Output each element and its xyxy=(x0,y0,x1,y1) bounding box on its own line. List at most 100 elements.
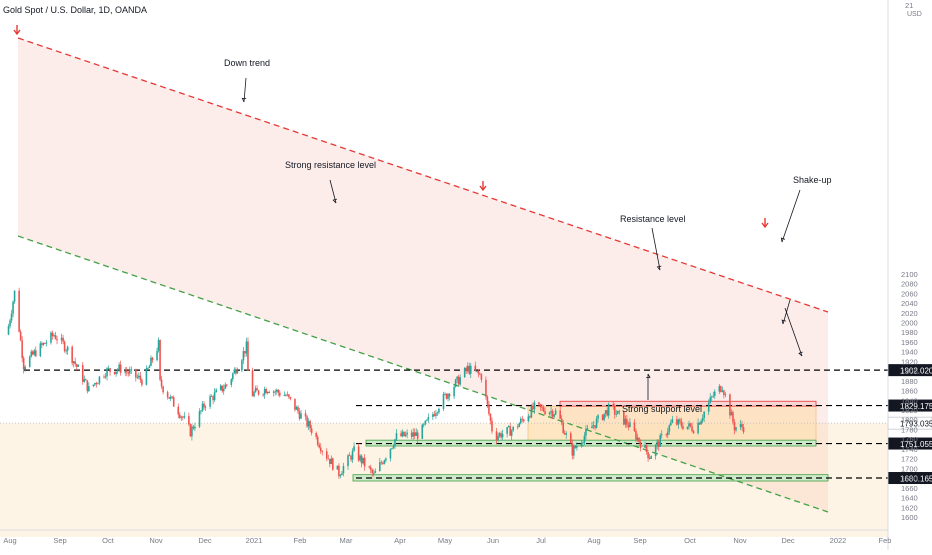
peak-marker-jun-2021-head xyxy=(479,185,487,192)
candle-body xyxy=(550,411,552,413)
projected-path-arrow-head xyxy=(798,351,803,357)
y-tick-label: 2020 xyxy=(901,309,918,318)
candle-body xyxy=(606,410,608,416)
candle-body xyxy=(31,351,34,355)
candle-body xyxy=(544,411,546,415)
x-tick-label: Sep xyxy=(633,536,646,545)
candle-body xyxy=(362,457,364,464)
candle-body xyxy=(647,452,649,459)
y-tick-label: 1800 xyxy=(901,416,918,425)
candle-body xyxy=(626,418,628,425)
candle-body xyxy=(34,350,37,357)
candle-body xyxy=(635,431,637,440)
candle-body xyxy=(232,373,234,380)
candle-body xyxy=(582,442,584,444)
zones-layer xyxy=(0,38,888,537)
candle-body xyxy=(309,421,311,429)
peak-marker-nov-2021-head xyxy=(761,222,769,229)
candle-body xyxy=(97,383,99,385)
candle-body xyxy=(236,370,239,374)
candle-body xyxy=(541,407,543,408)
down-trend-arrow xyxy=(243,77,247,103)
candle-body xyxy=(374,471,377,473)
candle-body xyxy=(698,422,701,425)
candle-body xyxy=(28,356,31,367)
x-tick-label: Mar xyxy=(340,536,353,545)
candle-body xyxy=(285,395,287,397)
candle-body xyxy=(679,419,681,422)
candle-body xyxy=(436,412,439,414)
candle-body xyxy=(160,379,163,387)
candle-body xyxy=(448,393,451,397)
candle-body xyxy=(657,441,660,447)
candle-body xyxy=(551,411,554,417)
candle-body xyxy=(586,428,589,429)
candle-body xyxy=(497,436,499,440)
candle-body xyxy=(383,460,386,464)
candle-body xyxy=(519,418,522,424)
candle-body xyxy=(139,375,142,380)
candle-body xyxy=(401,431,404,437)
candle-body xyxy=(444,393,446,395)
candle-body xyxy=(406,432,408,435)
candle-body xyxy=(701,418,704,421)
candle-body xyxy=(412,432,414,437)
candle-body xyxy=(359,455,361,461)
candle-body xyxy=(668,425,671,432)
candle-body xyxy=(118,364,120,370)
candle-body xyxy=(465,367,468,371)
candle-body xyxy=(656,441,658,446)
candle-body xyxy=(615,414,618,415)
candle-body xyxy=(410,432,413,437)
currency-label: USD xyxy=(907,11,922,18)
candle-body xyxy=(424,420,427,425)
candle-body xyxy=(510,430,513,436)
y-tick-label: 1660 xyxy=(901,484,918,493)
candle-body xyxy=(660,434,663,436)
candle-body xyxy=(645,445,648,453)
y-tick-label: 1920 xyxy=(901,357,918,366)
x-tick-label: Nov xyxy=(733,536,747,545)
annotation-shake-up: Shake-up xyxy=(793,175,832,185)
candle-body xyxy=(712,395,715,397)
candle-body xyxy=(85,379,87,381)
candle-body xyxy=(95,382,98,385)
candle-body xyxy=(474,365,477,371)
candle-body xyxy=(688,423,690,427)
candle-body xyxy=(307,421,310,427)
candle-body xyxy=(168,397,170,399)
candle-body xyxy=(403,431,405,437)
candle-body xyxy=(24,366,26,370)
y-tick-label: 1840 xyxy=(901,396,918,405)
y-tick-label: 1720 xyxy=(901,455,918,464)
candle-body xyxy=(254,388,257,393)
candle-body xyxy=(594,425,596,428)
candle-body xyxy=(713,391,716,396)
candle-body xyxy=(304,413,307,417)
candle-body xyxy=(453,386,455,397)
candle-body xyxy=(283,395,286,397)
candle-body xyxy=(12,301,14,314)
candle-body xyxy=(274,391,277,393)
y-tick-label: 1740 xyxy=(901,445,918,454)
y-tick-label: 1980 xyxy=(901,328,918,337)
candle-body xyxy=(230,379,233,385)
candle-body xyxy=(201,403,204,411)
candle-body xyxy=(666,431,669,436)
candle-body xyxy=(479,373,481,375)
x-tick-label: Feb xyxy=(294,536,307,545)
candle-body xyxy=(141,379,143,385)
candle-body xyxy=(527,416,530,422)
candle-body xyxy=(222,388,225,392)
candle-body xyxy=(569,433,572,444)
candle-body xyxy=(491,420,493,432)
candle-body xyxy=(51,332,54,337)
y-tick-label: 1900 xyxy=(901,367,918,376)
candle-body xyxy=(432,414,434,418)
candle-body xyxy=(98,376,101,384)
candle-body xyxy=(380,462,383,464)
candle-body xyxy=(241,360,243,371)
